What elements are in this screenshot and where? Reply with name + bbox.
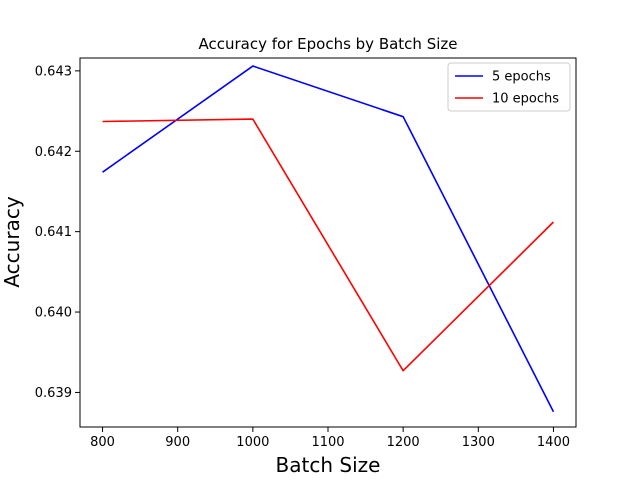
x-axis-title: Batch Size [276,453,381,477]
legend-label-2: 10 epochs [492,92,559,107]
x-axis: 800 900 1000 1100 1200 1300 1400 [90,427,570,450]
plot-frame [79,57,577,428]
y-tick-label: 0.642 [35,145,72,160]
x-tick-label: 1000 [236,435,269,450]
x-tick-label: 1300 [462,435,495,450]
x-tick-label: 800 [90,435,115,450]
x-tick-label: 1200 [387,435,420,450]
chart-title: Accuracy for Epochs by Batch Size [199,35,458,53]
y-tick-label: 0.641 [35,225,72,240]
y-axis: 0.639 0.640 0.641 0.642 0.643 [35,64,80,401]
series-line-2 [102,118,555,372]
plot-area [79,57,577,428]
legend-box [447,62,571,112]
y-axis-title: Accuracy [0,196,24,287]
series-line-1 [102,65,555,413]
y-tick-label: 0.643 [35,64,72,79]
y-tick-label: 0.639 [35,386,72,401]
x-tick-label: 1100 [311,435,344,450]
x-tick-label: 1400 [537,435,570,450]
series-lines [102,65,555,413]
x-tick-label: 900 [165,435,190,450]
legend: 5 epochs 10 epochs [447,62,571,112]
legend-label-1: 5 epochs [492,70,551,85]
y-tick-label: 0.640 [35,306,72,321]
